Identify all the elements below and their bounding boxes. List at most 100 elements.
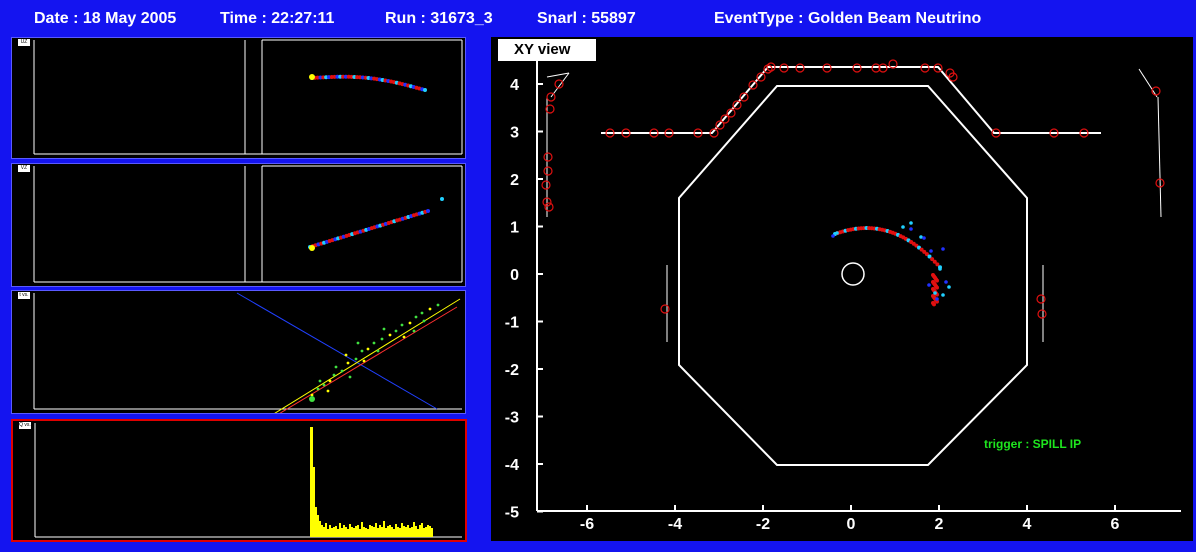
hist-bar bbox=[383, 521, 385, 537]
hist-bar bbox=[337, 529, 339, 537]
time-vs-z-plot bbox=[33, 292, 462, 413]
xy-scatter-hit bbox=[835, 231, 839, 235]
uz-tag: UZ bbox=[18, 39, 30, 46]
xy-scatter-hit bbox=[909, 227, 913, 231]
hist-bar bbox=[425, 527, 427, 537]
veto-hit bbox=[621, 128, 631, 138]
hist-bar bbox=[393, 529, 395, 537]
xy-view-panel[interactable]: -6 -4 -2 0 2 4 6 4 3 2 1 0 -1 -2 -3 -4 -5 XY view trigge… bbox=[491, 37, 1193, 541]
vz-tag: VZ bbox=[18, 165, 30, 172]
uz-view-plot bbox=[33, 39, 463, 155]
veto-hit bbox=[715, 120, 725, 130]
event-header: Date : 18 May 2005 Time : 22:27:11 Run :… bbox=[0, 0, 1196, 34]
xy-view-label: XY view bbox=[498, 39, 596, 61]
veto-strip-right-top bbox=[1138, 68, 1158, 98]
xy-x-tick-label: 6 bbox=[1111, 516, 1120, 533]
hist-bar bbox=[341, 528, 343, 537]
event-date: Date : 18 May 2005 bbox=[34, 10, 177, 27]
uz-hit bbox=[423, 88, 427, 93]
tz-point bbox=[380, 337, 384, 341]
tz-point bbox=[400, 323, 404, 327]
time-vs-z-panel[interactable]: t vs. z bbox=[11, 290, 466, 414]
hist-bar bbox=[367, 529, 369, 537]
hist-bar bbox=[333, 527, 335, 537]
xy-scatter-hit bbox=[935, 297, 939, 301]
veto-hit bbox=[1037, 309, 1047, 319]
veto-hit bbox=[878, 63, 888, 73]
hist-bar bbox=[363, 527, 365, 537]
xy-view-plot: -6 -4 -2 0 2 4 6 4 3 2 1 0 -1 -2 -3 -4 -5 bbox=[505, 57, 1181, 533]
hist-bar bbox=[361, 522, 363, 537]
veto-hit bbox=[1049, 128, 1059, 138]
tz-point bbox=[332, 373, 336, 377]
uz-hit bbox=[343, 74, 348, 79]
xy-y-tick-label: 3 bbox=[510, 125, 519, 142]
veto-hit bbox=[1079, 128, 1089, 138]
hist-bar bbox=[315, 507, 317, 537]
hist-bar bbox=[343, 525, 345, 537]
veto-hit bbox=[748, 80, 758, 90]
hist-bar bbox=[345, 527, 347, 537]
xy-y-tick-label: -4 bbox=[505, 457, 519, 474]
hist-bar bbox=[403, 526, 405, 537]
hist-bar bbox=[421, 523, 423, 537]
tz-point bbox=[356, 341, 360, 345]
veto-strip-left-top bbox=[546, 72, 570, 78]
hist-bar bbox=[349, 524, 351, 537]
xy-track-hit bbox=[935, 278, 939, 283]
tz-point bbox=[402, 335, 406, 339]
tz-point bbox=[316, 387, 320, 391]
hist-bar bbox=[387, 526, 389, 537]
hist-bar bbox=[335, 526, 337, 537]
hist-bar bbox=[351, 527, 353, 537]
hist-bar bbox=[413, 522, 415, 537]
hist-bar bbox=[417, 529, 419, 537]
veto-hit bbox=[871, 63, 881, 73]
tz-point bbox=[344, 353, 348, 357]
xy-track-hit bbox=[919, 247, 924, 252]
veto-hit bbox=[544, 202, 554, 212]
tz-point bbox=[340, 369, 344, 373]
veto-hit bbox=[1151, 86, 1161, 96]
hist-bar bbox=[317, 515, 319, 537]
veto-hit bbox=[545, 104, 555, 114]
uz-hit bbox=[355, 75, 360, 80]
hist-bar bbox=[419, 525, 421, 537]
veto-hit bbox=[739, 92, 749, 102]
charge-histogram-panel[interactable]: Q vs. z bbox=[11, 419, 467, 542]
hist-bar bbox=[423, 528, 425, 537]
uz-view-panel[interactable]: UZ bbox=[11, 37, 466, 159]
xy-y-tick-label: 0 bbox=[510, 267, 519, 284]
tz-point bbox=[376, 349, 380, 353]
vz-view-panel[interactable]: VZ bbox=[11, 163, 466, 287]
veto-hit bbox=[554, 79, 564, 89]
tz-point bbox=[328, 379, 332, 383]
hist-bar bbox=[323, 527, 325, 537]
hist-bar bbox=[310, 427, 313, 537]
tz-point bbox=[334, 365, 338, 369]
veto-shield-top bbox=[601, 66, 1101, 134]
hist-bar bbox=[339, 523, 341, 537]
hist-bar bbox=[377, 528, 379, 537]
uz-hit bbox=[349, 74, 354, 79]
veto-hit bbox=[779, 63, 789, 73]
tz-point bbox=[346, 361, 350, 365]
xy-track-hit bbox=[924, 252, 929, 257]
xy-scatter-hit bbox=[909, 221, 913, 225]
xy-track-hit bbox=[935, 262, 940, 267]
tz-point bbox=[354, 357, 358, 361]
hist-bar bbox=[381, 527, 383, 537]
veto-hit bbox=[693, 128, 703, 138]
hist-bar bbox=[397, 527, 399, 537]
event-run: Run : 31673_3 bbox=[385, 10, 493, 27]
veto-hit bbox=[732, 100, 742, 110]
hist-bar bbox=[365, 528, 367, 537]
xy-y-tick-label: 1 bbox=[510, 220, 519, 237]
xy-scatter-hit bbox=[941, 293, 945, 297]
veto-hit bbox=[660, 304, 670, 314]
tz-point bbox=[394, 329, 398, 333]
hist-bar bbox=[385, 528, 387, 537]
veto-hit bbox=[541, 180, 551, 190]
hist-bar bbox=[329, 525, 331, 537]
uz-vertex bbox=[309, 74, 315, 80]
